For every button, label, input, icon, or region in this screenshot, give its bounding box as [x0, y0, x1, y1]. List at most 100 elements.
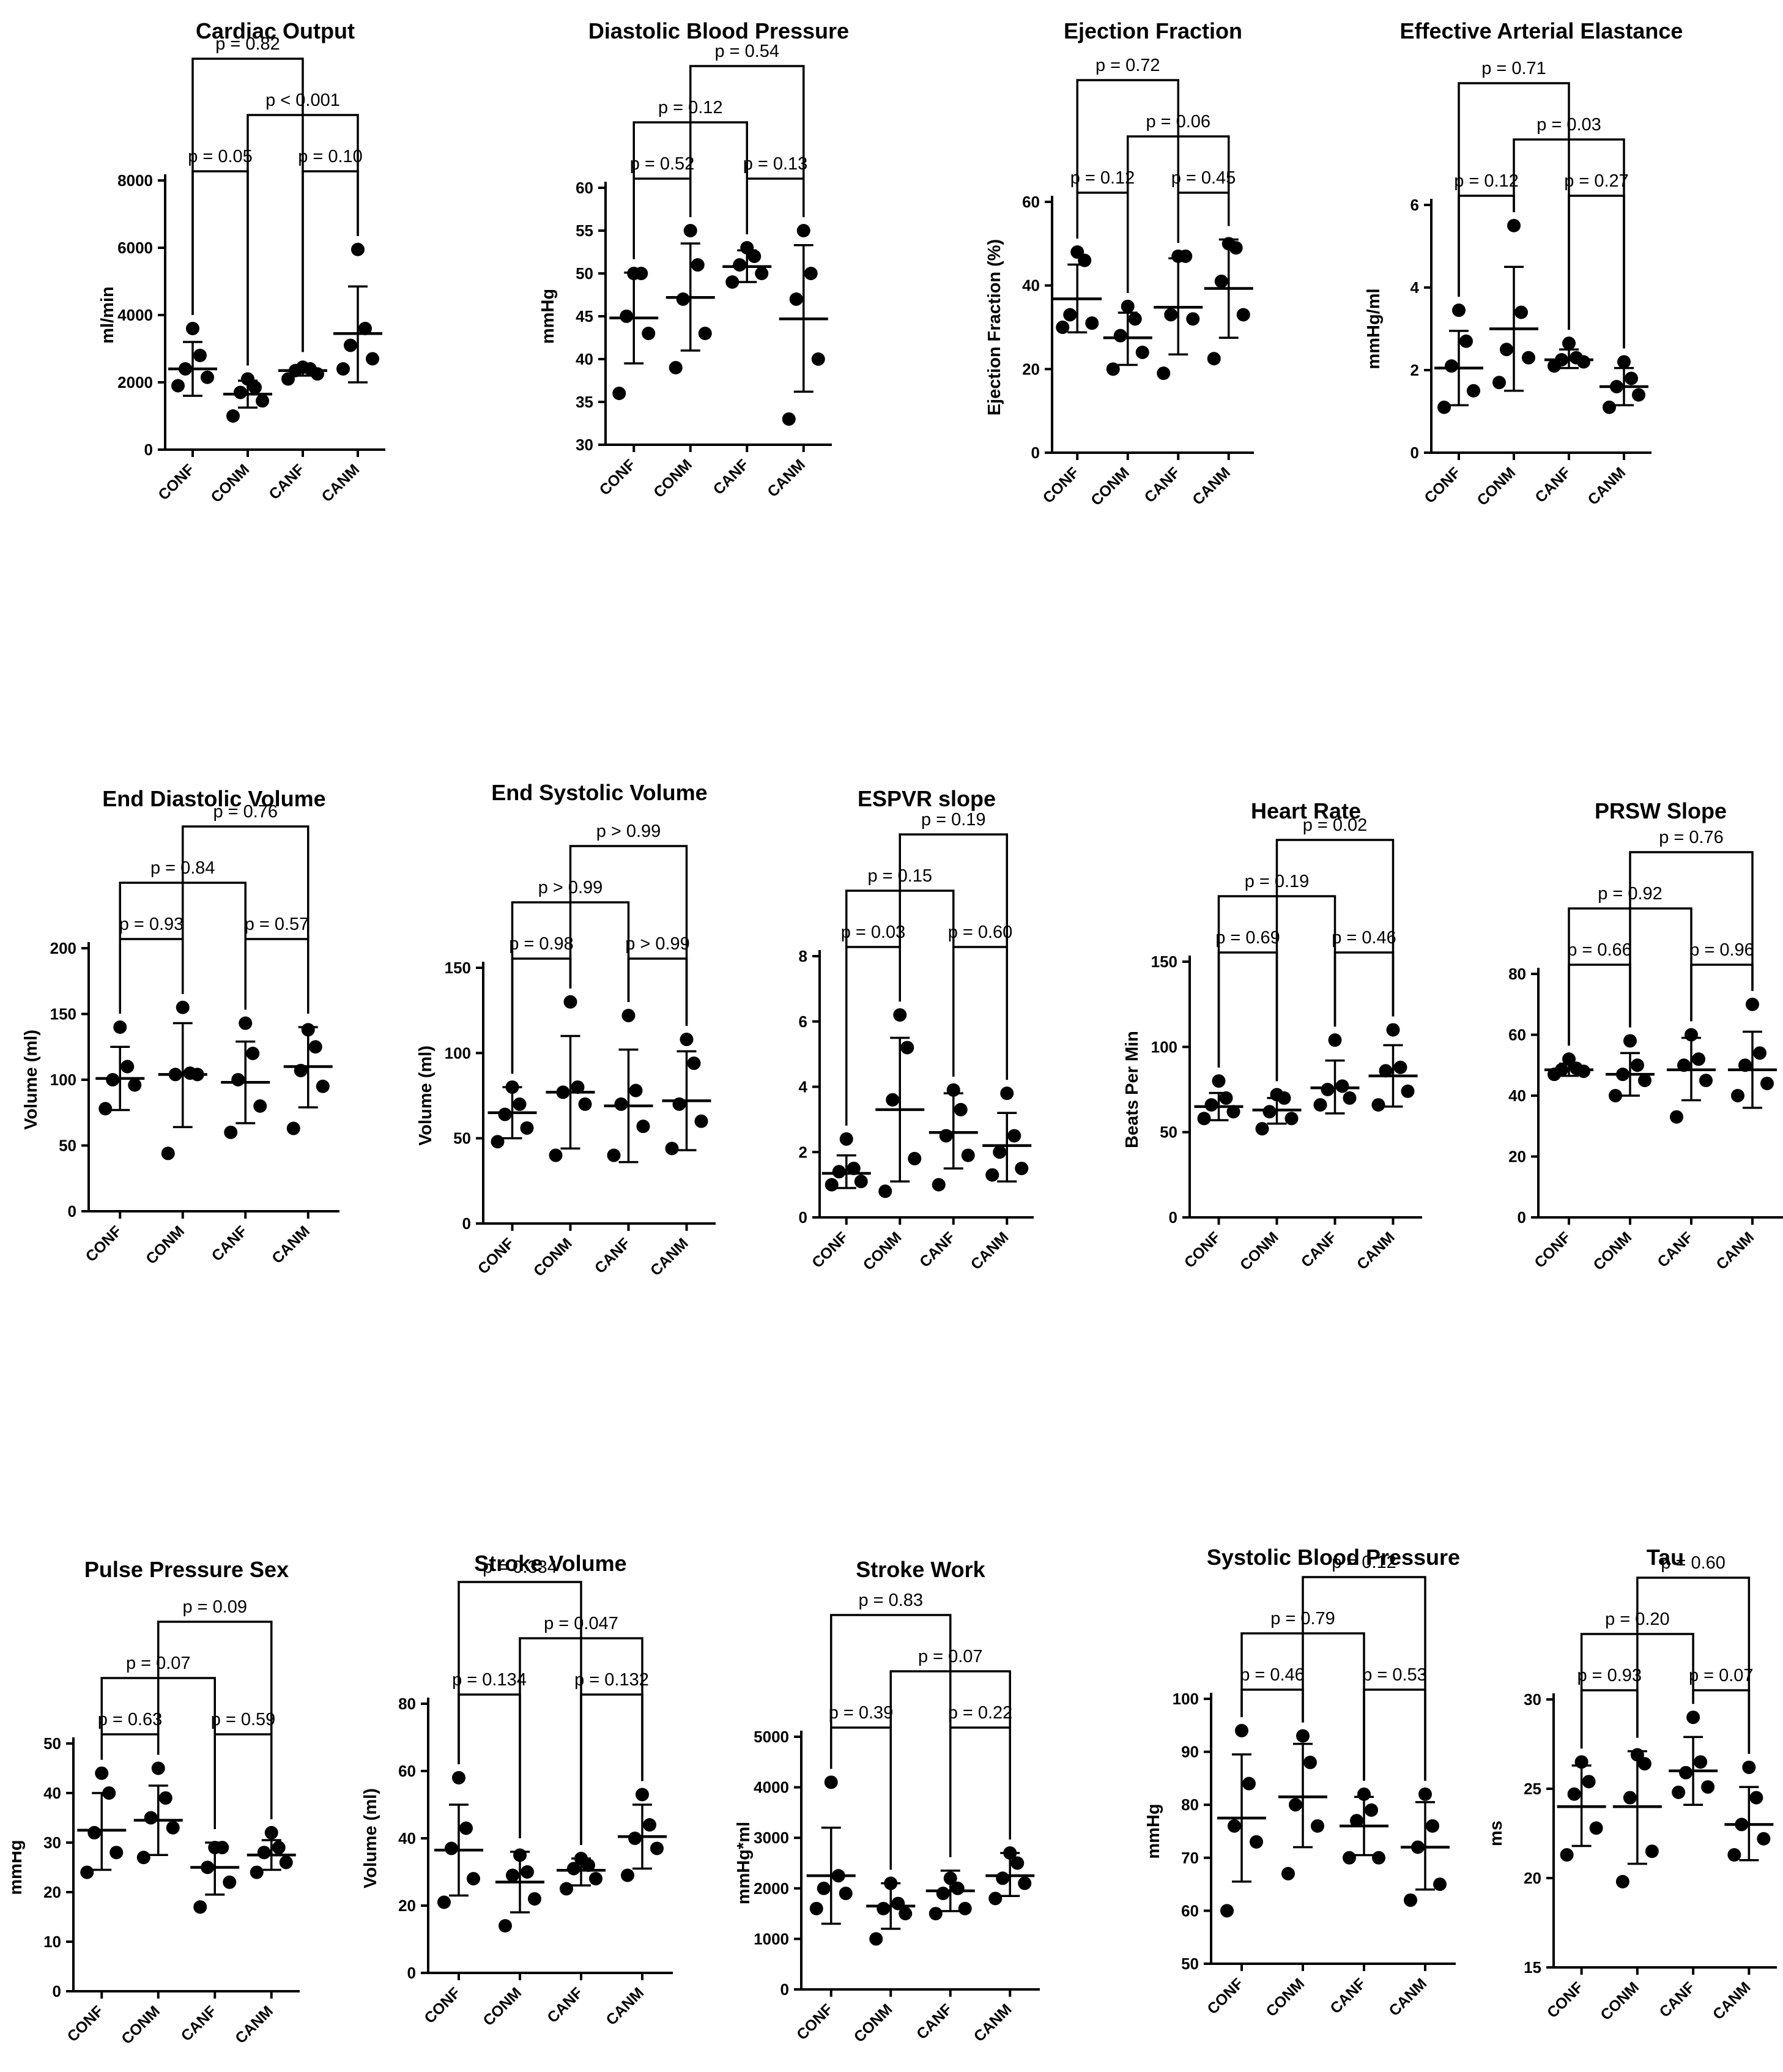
- chart-panel-5: End Diastolic Volume 0 50 100 150 200 CONF CONM…: [21, 786, 339, 1268]
- p-value-label: p = 0.12: [1454, 171, 1519, 191]
- data-point: [231, 1073, 245, 1086]
- data-point: [1694, 1755, 1708, 1769]
- chart-panel-12: Stroke Work 0 1000 2000 3000 4000 5000 CONF CONM…: [734, 1557, 1040, 2046]
- data-point: [804, 267, 818, 280]
- chart-title: Stroke Volume: [474, 1551, 626, 1576]
- significance-bracket: [244, 938, 310, 1014]
- data-point: [102, 1786, 116, 1800]
- y-axis-label: Ejection Fraction (%): [985, 239, 1004, 415]
- data-point: [578, 1097, 592, 1111]
- data-point: [1522, 351, 1535, 365]
- p-value-label: p = 0.82: [215, 34, 280, 54]
- y-tick-label: 50: [59, 1137, 76, 1155]
- data-point: [1500, 343, 1513, 357]
- data-point: [1727, 1848, 1741, 1862]
- data-point: [939, 1129, 953, 1143]
- chart-panel-9: PRSW Slope 0 20 40 60 80 CONF CONM CANF CANM p = 0…: [1508, 798, 1783, 1274]
- data-point: [1555, 1063, 1568, 1077]
- data-point: [1623, 1034, 1637, 1048]
- data-point: [272, 1841, 286, 1855]
- x-tick-label: CONF: [64, 2002, 107, 2045]
- data-point: [98, 1102, 113, 1116]
- data-point: [560, 1882, 573, 1896]
- data-point: [144, 1811, 158, 1825]
- significance-bracket: [580, 1693, 643, 1845]
- data-point: [1270, 1088, 1284, 1102]
- p-value-label: p = 0.66: [1567, 940, 1632, 960]
- chart-panel-14: Tau 15 20 25 30 CONF CONM CANF CANM ms p = 0.60 p =…: [1486, 1545, 1777, 2024]
- data-point: [1570, 351, 1583, 365]
- data-point: [308, 1040, 322, 1054]
- data-point: [1235, 1723, 1248, 1737]
- data-point: [437, 1895, 451, 1909]
- data-point: [782, 412, 796, 426]
- data-point: [179, 362, 192, 376]
- x-tick-label: CONM: [1237, 1228, 1282, 1274]
- p-value-label: p = 0.93: [119, 915, 184, 934]
- data-point: [151, 1761, 165, 1775]
- data-point: [1197, 1112, 1211, 1126]
- x-tick-label: CANF: [1141, 464, 1184, 506]
- x-tick-label: CANF: [913, 2000, 955, 2043]
- p-value-label: p = 0.20: [1605, 1610, 1670, 1629]
- data-point: [1603, 400, 1616, 414]
- chart-panel-7: ESPVR slope 0 2 4 6 8 CONF CONM CANF CANM p = 0.19…: [799, 786, 1034, 1274]
- p-value-label: p = 0.03: [1536, 115, 1601, 135]
- data-point: [958, 1901, 972, 1915]
- x-tick-label: CONM: [860, 1228, 905, 1274]
- data-point: [223, 1875, 237, 1889]
- chart-panel-4: Effective Arterial Elastance 0 2 4 6 CONF CONM…: [1364, 18, 1683, 509]
- data-point: [789, 292, 803, 306]
- x-tick-label: CONF: [421, 1984, 464, 2027]
- x-tick-label: CONF: [809, 1228, 851, 1271]
- significance-bracket: [1302, 1576, 1426, 1781]
- y-tick-label: 35: [576, 393, 593, 411]
- data-point: [886, 1093, 900, 1107]
- significance-bracket: [157, 1621, 273, 1819]
- y-tick-label: 3000: [754, 1829, 789, 1847]
- significance-bracket: [952, 946, 1008, 1080]
- y-tick-label: 30: [43, 1833, 61, 1852]
- data-point: [294, 1063, 308, 1077]
- y-tick-label: 0: [407, 1964, 416, 1982]
- significance-bracket: [627, 957, 688, 1027]
- y-tick-label: 40: [398, 1829, 416, 1847]
- significance-bracket: [569, 845, 688, 1027]
- data-point: [1746, 997, 1759, 1011]
- data-point: [253, 1099, 267, 1113]
- data-point: [1679, 1766, 1693, 1780]
- data-point: [1171, 249, 1185, 263]
- significance-bracket: [1580, 1689, 1639, 1749]
- y-axis-label: Volume (ml): [21, 1030, 41, 1130]
- chart-title: Effective Arterial Elastance: [1400, 18, 1683, 43]
- data-point: [932, 1178, 946, 1192]
- p-value-label: p = 0.19: [921, 810, 986, 830]
- p-value-label: p = 0.06: [1146, 112, 1210, 132]
- significance-bracket: [458, 1693, 521, 1838]
- data-point: [1514, 305, 1528, 319]
- data-point: [571, 1080, 585, 1094]
- data-point: [246, 1047, 260, 1060]
- data-point: [201, 1860, 215, 1874]
- y-tick-label: 30: [1524, 1690, 1541, 1709]
- data-point: [1303, 1755, 1317, 1769]
- data-point: [951, 1881, 965, 1895]
- x-tick-label: CANM: [232, 2002, 276, 2047]
- x-tick-label: CANF: [209, 1222, 251, 1264]
- data-point: [620, 310, 634, 323]
- data-point: [740, 241, 754, 254]
- data-point: [899, 1907, 913, 1921]
- x-tick-label: CANM: [968, 1228, 1012, 1273]
- data-point: [521, 1865, 534, 1879]
- p-value-label: p = 0.57: [245, 915, 310, 934]
- p-value-label: p = 0.07: [918, 1647, 983, 1666]
- data-point: [1637, 1757, 1651, 1771]
- data-point: [1015, 1161, 1029, 1175]
- y-tick-label: 55: [576, 221, 593, 240]
- data-point: [1236, 308, 1250, 322]
- x-tick-label: CANM: [1189, 464, 1234, 508]
- data-point: [1350, 1814, 1363, 1828]
- y-tick-label: 0: [462, 1214, 471, 1233]
- data-point: [1372, 1851, 1385, 1865]
- data-point: [1623, 1791, 1637, 1805]
